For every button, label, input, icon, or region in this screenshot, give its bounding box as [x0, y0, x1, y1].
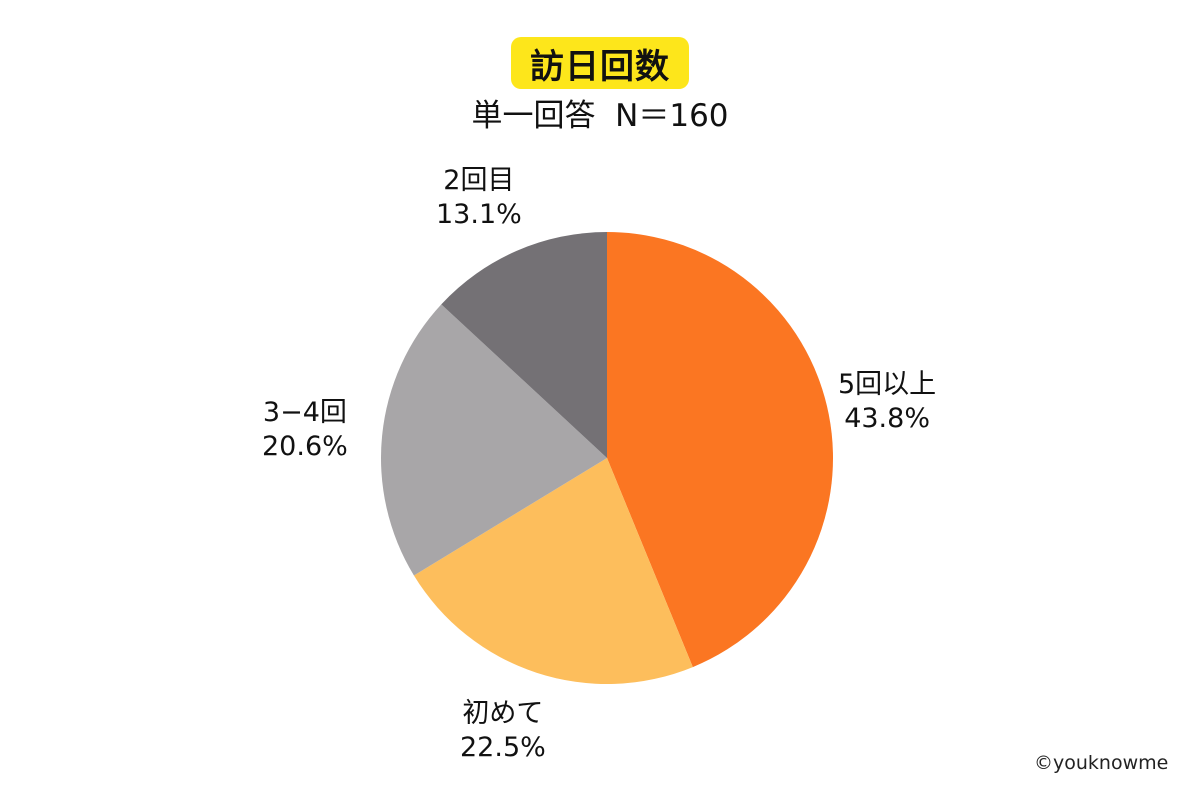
- pie-slice-3: [441, 232, 607, 458]
- slice-label-3-4: 3−4回 20.6%: [262, 396, 348, 464]
- slice-category: 5回以上: [838, 369, 937, 400]
- chart-subtitle: 単一回答 N＝160: [0, 90, 1200, 135]
- chart-title: 訪日回数: [530, 46, 670, 87]
- slice-category: 初めて: [462, 698, 544, 729]
- slice-percent: 13.1%: [436, 199, 522, 230]
- slice-percent: 43.8%: [844, 403, 930, 434]
- slice-label-first-time: 初めて 22.5%: [460, 697, 546, 765]
- pie-slice-1: [413, 458, 693, 685]
- pie-slice-0: [607, 232, 834, 668]
- slice-percent: 22.5%: [460, 732, 546, 763]
- slice-category: 2回目: [443, 165, 515, 196]
- copyright: ©youknowme: [1034, 752, 1169, 774]
- subtitle-sample-size: N＝160: [615, 98, 729, 134]
- slice-percent: 20.6%: [262, 431, 348, 462]
- subtitle-answer-type: 単一回答: [471, 98, 596, 134]
- pie-slice-2: [380, 304, 607, 576]
- slice-category: 3−4回: [262, 397, 347, 428]
- slice-label-second-time: 2回目 13.1%: [436, 164, 522, 232]
- pie-slices: [380, 232, 834, 685]
- slice-label-5-plus: 5回以上 43.8%: [838, 368, 936, 436]
- chart-title-badge: 訪日回数: [511, 37, 689, 89]
